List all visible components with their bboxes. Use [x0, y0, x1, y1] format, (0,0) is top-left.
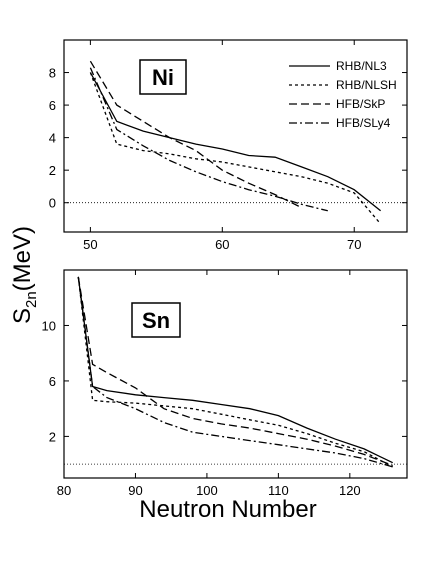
x-tick-label-ni: 50	[83, 237, 97, 252]
y-tick-label-sn: 2	[49, 429, 56, 444]
series-line-sn-hfb-sly4	[77, 276, 393, 468]
y-tick-label-ni: 6	[49, 98, 56, 113]
series-line-sn-rhb-nl3	[77, 276, 393, 464]
y-tick-label-ni: 4	[49, 131, 56, 146]
x-tick-label-ni: 70	[347, 237, 361, 252]
series-line-sn-rhb-nlsh	[77, 276, 394, 468]
panel-label-ni: Ni	[152, 65, 174, 90]
series-line-ni-hfb-skp	[89, 60, 302, 209]
legend: RHB/NL3 RHB/NLSH HFB/SkP HFB/SLy4	[289, 59, 397, 130]
x-tick-label-sn: 100	[196, 483, 218, 498]
panel-label-box-ni	[139, 59, 187, 95]
plot-frame-sn	[63, 269, 408, 479]
legend-label-hfb-skp: HFB/SkP	[336, 97, 385, 111]
x-tick-label-ni: 60	[215, 237, 229, 252]
series-line-sn-hfb-skp	[77, 276, 393, 467]
x-tick-label-sn: 90	[128, 483, 142, 498]
panel-label-box-sn	[131, 302, 181, 338]
y-axis-unit: (MeV)	[9, 226, 36, 291]
legend-label-rhb-nl3: RHB/NL3	[336, 59, 387, 73]
legend-label-rhb-nlsh: RHB/NLSH	[336, 78, 397, 92]
panel-ni: 50 60 70 0 2 4 6 8 Ni	[49, 39, 408, 252]
x-tick-label-sn: 120	[339, 483, 361, 498]
y-tick-label-sn: 6	[49, 374, 56, 389]
y-tick-label-ni: 2	[49, 163, 56, 178]
x-tick-label-sn: 110	[268, 483, 289, 498]
panel-sn: 80 90 100 110 120 2 6 10 Sn	[42, 269, 408, 498]
y-tick-label-sn: 10	[42, 318, 56, 333]
x-axis-title: Neutron Number	[139, 496, 316, 523]
legend-label-hfb-sly4: HFB/SLy4	[336, 116, 391, 130]
series-line-ni-rhb-nlsh	[89, 72, 382, 225]
y-axis-symbol: S	[9, 308, 36, 324]
x-tick-label-sn: 80	[57, 483, 71, 498]
series-line-ni-hfb-sly4	[89, 67, 328, 212]
y-tick-label-ni: 8	[49, 66, 56, 81]
y-axis-subscript: 2n	[23, 291, 40, 308]
series-line-ni-rhb-nl3	[89, 72, 382, 212]
plot-frame-ni	[63, 39, 408, 233]
y-axis-title: S2n(MeV)	[9, 226, 40, 324]
panel-label-sn: Sn	[142, 308, 170, 333]
y-tick-label-ni: 0	[49, 196, 56, 211]
